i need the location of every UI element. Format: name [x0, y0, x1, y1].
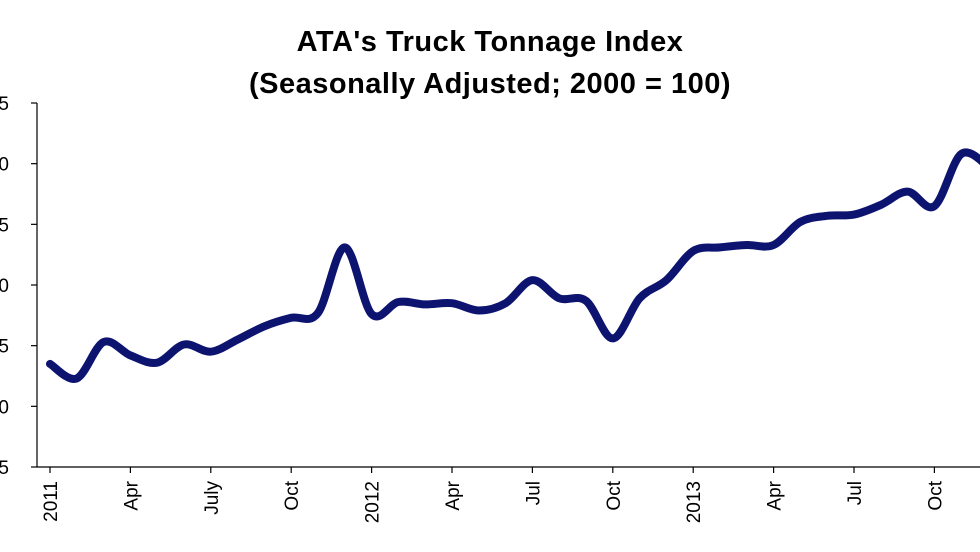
series-line [46, 148, 980, 383]
x-axis-ticks: 2011 Apr July Oct 2012 Apr Jul Oct 2013 Apr Jul Oct [41, 467, 946, 523]
y-tick-label: 5 [0, 458, 9, 479]
y-axis-ticks: 5 0 5 0 5 0 5 [0, 94, 37, 479]
y-tick-label: 0 [0, 155, 9, 176]
x-tick-label: Apr [121, 480, 142, 510]
x-tick-label: Oct [604, 480, 625, 510]
x-tick-label: 2011 [41, 481, 62, 522]
series [46, 148, 980, 383]
chart-subtitle: (Seasonally Adjusted; 2000 = 100) [248, 68, 732, 100]
x-tick-label: Apr [443, 480, 464, 510]
y-tick-label: 0 [0, 276, 9, 297]
x-tick-label: 2012 [363, 481, 384, 523]
y-tick-label: 5 [0, 94, 9, 115]
x-tick-label: 2013 [684, 481, 705, 523]
y-tick-label: 5 [0, 337, 9, 358]
y-tick-label: 0 [0, 397, 9, 418]
x-tick-label: July [202, 481, 223, 515]
x-tick-label: Oct [925, 480, 946, 510]
y-tick-label: 5 [0, 215, 9, 236]
x-tick-label: Jul [845, 481, 866, 505]
axes [36, 103, 980, 468]
x-tick-label: Apr [765, 480, 786, 510]
x-tick-label: Oct [282, 480, 303, 510]
x-tick-label: Jul [523, 481, 544, 505]
chart-title: ATA's Truck Tonnage Index [296, 26, 684, 58]
